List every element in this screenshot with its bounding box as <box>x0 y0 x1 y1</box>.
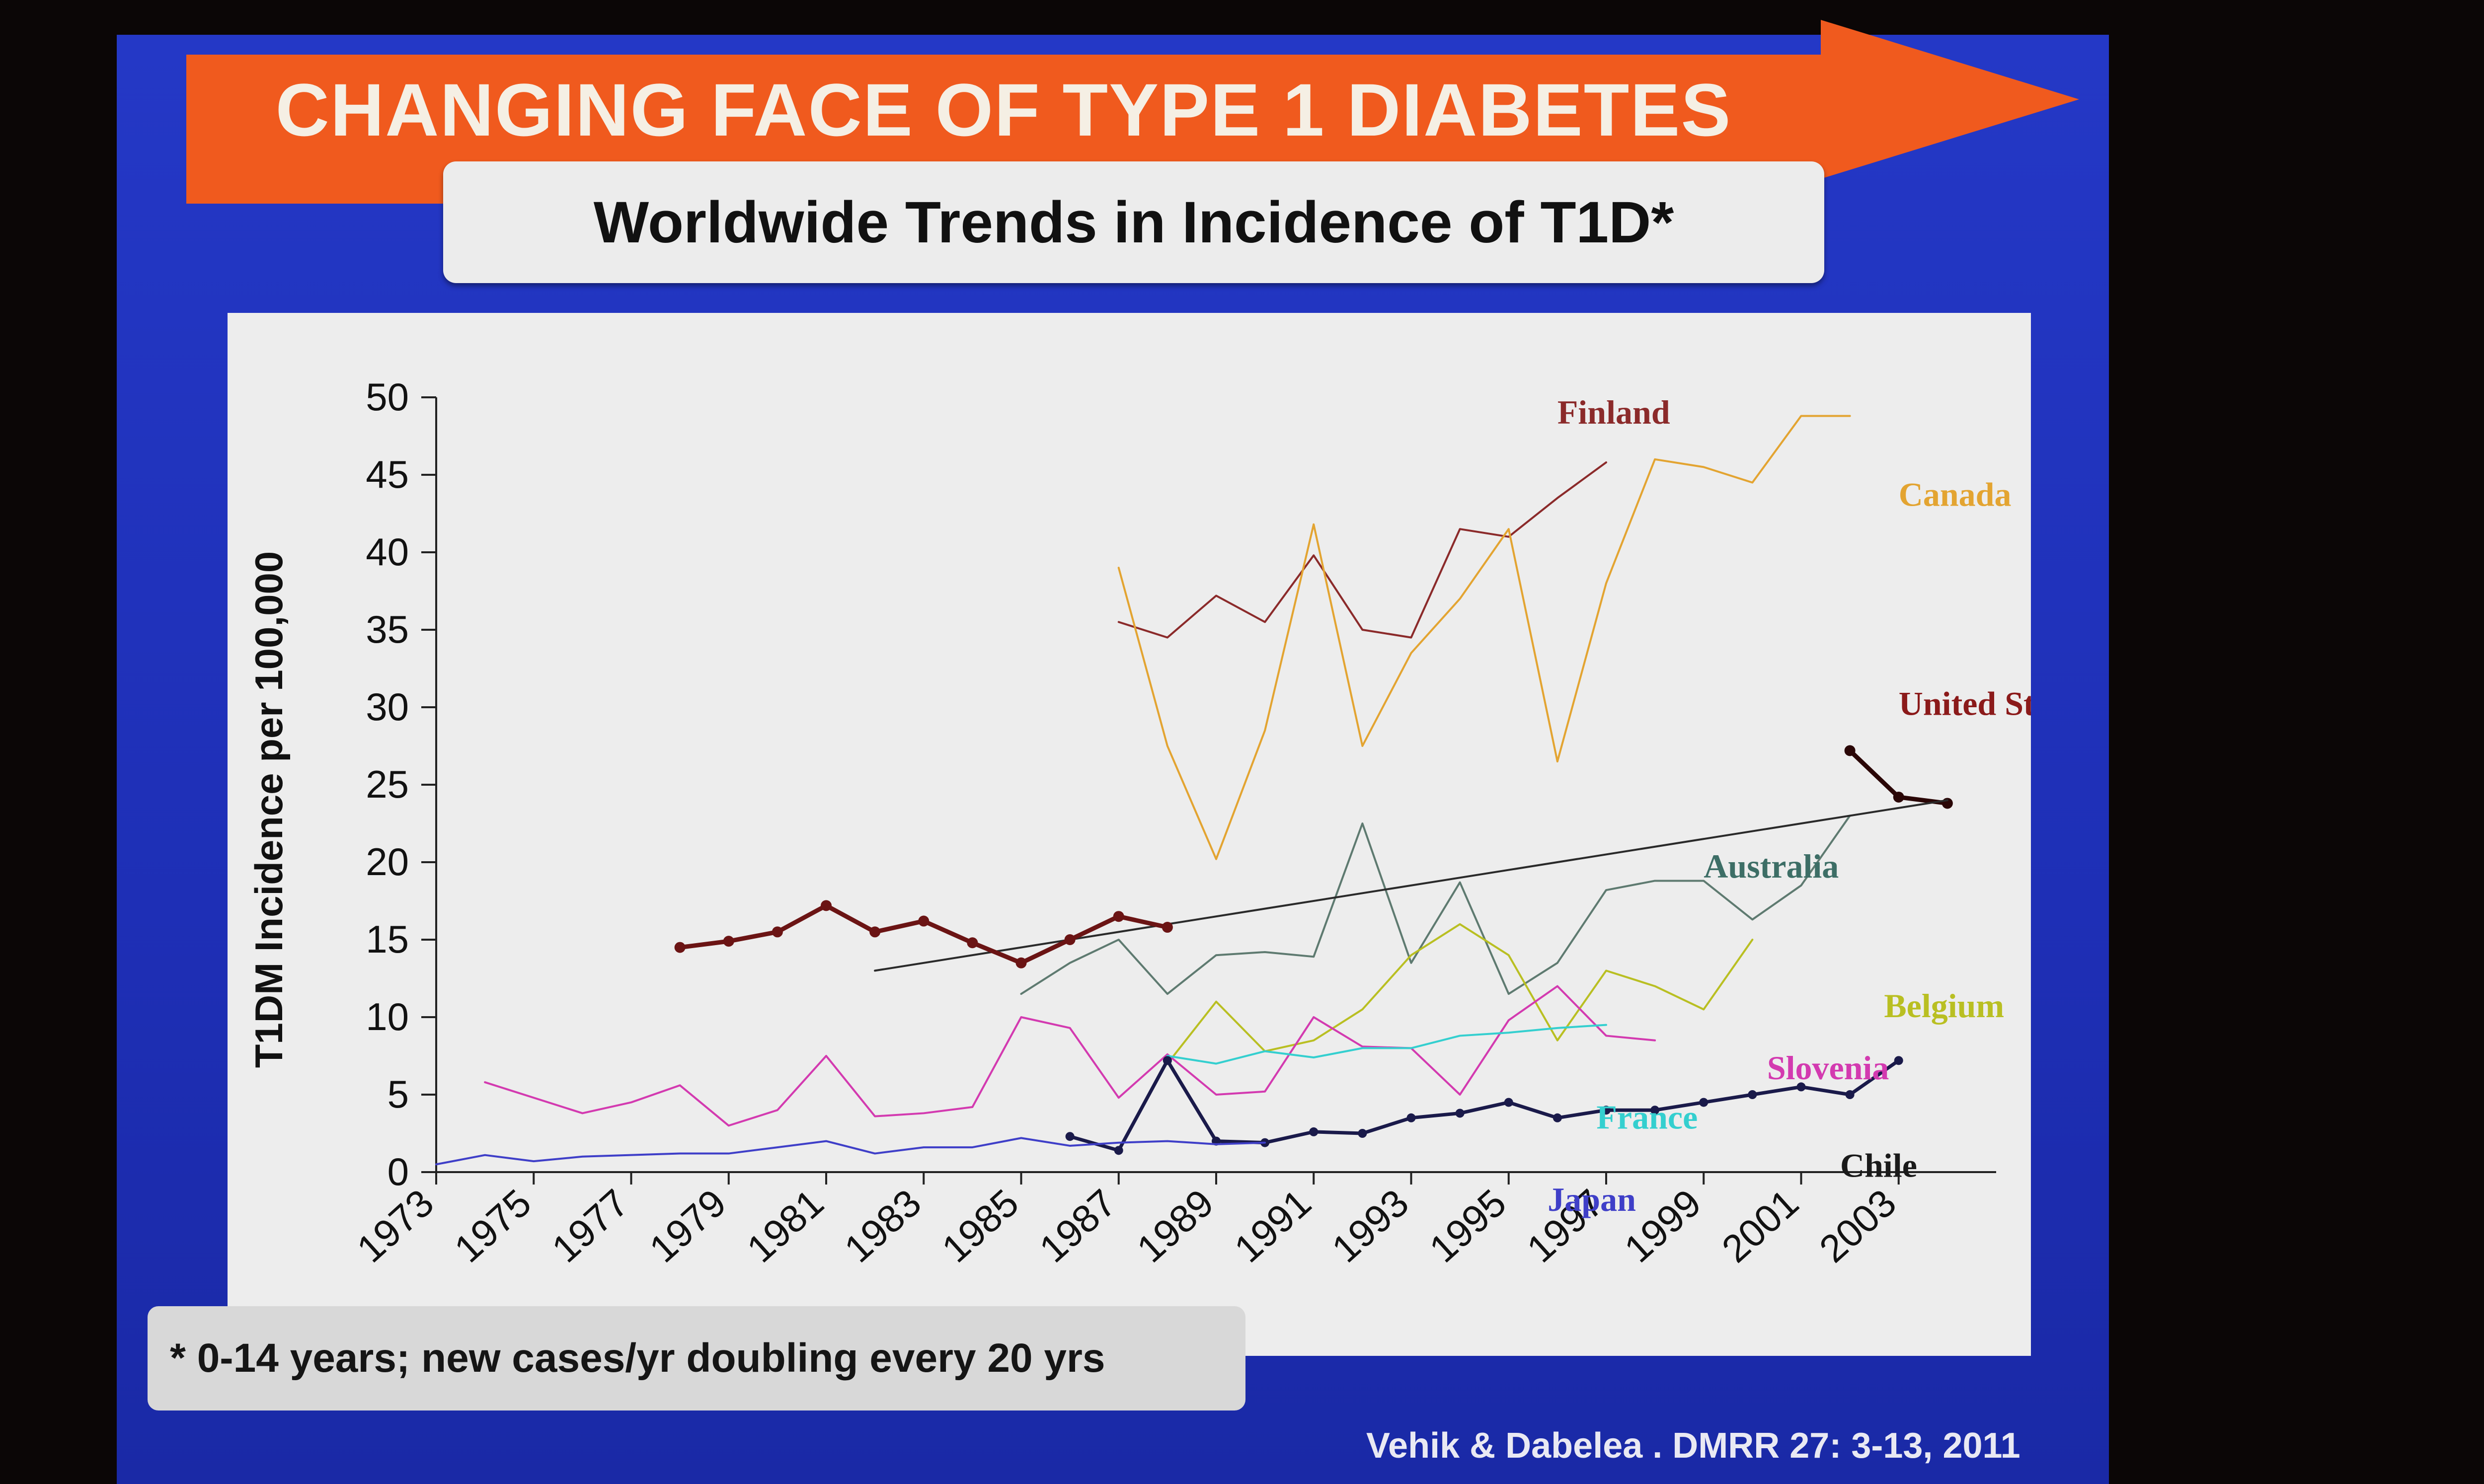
data-point <box>1162 922 1173 933</box>
series-line-trend <box>874 799 1948 972</box>
x-tick-label: 1977 <box>543 1181 637 1271</box>
data-point <box>1504 1098 1513 1107</box>
footnote-box: * 0-14 years; new cases/yr doubling ever… <box>148 1306 1245 1410</box>
x-tick-label: 1985 <box>933 1181 1027 1271</box>
x-tick-label: 1981 <box>739 1181 832 1271</box>
y-tick-label: 30 <box>366 685 409 729</box>
x-tick-label: 1973 <box>349 1181 442 1271</box>
x-tick-label: 1993 <box>1323 1181 1417 1271</box>
y-tick-label: 40 <box>366 530 409 574</box>
data-point <box>1455 1109 1465 1118</box>
footnote-text: * 0-14 years; new cases/yr doubling ever… <box>170 1336 1105 1381</box>
series-line-slovenia <box>484 985 1656 1127</box>
series-line-belgium <box>1166 923 1754 1065</box>
series-label: Canada <box>1899 475 2012 513</box>
y-tick-label: 20 <box>366 840 409 884</box>
x-tick-label: 1975 <box>446 1181 540 1271</box>
y-tick-label: 10 <box>366 995 409 1039</box>
data-point <box>1358 1129 1367 1138</box>
slide-subtitle: Worldwide Trends in Incidence of T1D* <box>593 189 1674 255</box>
series-label: Slovenia <box>1767 1049 1889 1087</box>
x-tick-label: 1987 <box>1031 1181 1124 1271</box>
series-label: Australia <box>1704 847 1839 885</box>
data-point <box>1015 957 1027 968</box>
series-line-finland <box>1117 461 1607 639</box>
y-tick-label: 50 <box>366 375 409 419</box>
x-tick-label: 1995 <box>1421 1181 1514 1271</box>
data-point <box>967 937 978 949</box>
data-point <box>1064 934 1076 945</box>
data-point <box>1163 1056 1172 1065</box>
y-tick-label: 15 <box>366 917 409 961</box>
series-label: Japan <box>1548 1181 1636 1218</box>
x-tick-label: 1979 <box>641 1181 734 1271</box>
x-tick-label: 1991 <box>1226 1181 1320 1271</box>
x-tick-label: 1989 <box>1129 1181 1222 1271</box>
data-point <box>1650 1106 1660 1115</box>
data-point <box>674 942 686 953</box>
series-line-france <box>1166 1024 1607 1065</box>
subtitle-box: Worldwide Trends in Incidence of T1D* <box>443 161 1824 283</box>
data-point <box>1893 791 1904 803</box>
series-label: Chile <box>1840 1146 1917 1184</box>
citation-text: Vehik & Dabelea . DMRR 27: 3-13, 2011 <box>1366 1426 2020 1466</box>
data-point <box>723 936 734 947</box>
data-point <box>1748 1090 1757 1099</box>
y-tick-label: 0 <box>388 1150 409 1193</box>
data-point <box>772 926 783 938</box>
y-tick-label: 35 <box>366 607 409 651</box>
data-point <box>1602 1106 1611 1115</box>
data-point <box>869 926 881 938</box>
data-point <box>1114 1146 1123 1155</box>
data-point <box>1065 1132 1075 1141</box>
series-line-chile <box>1068 1058 1901 1152</box>
y-axis-label: T1DM Incidence per 100,000 <box>247 551 291 1068</box>
data-point <box>1845 1090 1855 1099</box>
data-point <box>1552 1113 1562 1122</box>
data-point <box>1113 911 1124 922</box>
data-point <box>918 915 930 927</box>
chart-axes: 0 5 10 15 20 25 30 35 40 45 50 1973 1975 1977 1979 1981… <box>349 375 1996 1271</box>
data-point <box>1796 1082 1806 1092</box>
data-point <box>821 900 832 911</box>
x-tick-label: 2001 <box>1713 1181 1807 1271</box>
data-point <box>1406 1113 1416 1122</box>
y-tick-label: 5 <box>388 1072 409 1116</box>
series-line-unlabeled-dark-red <box>678 903 1170 965</box>
data-point <box>1699 1098 1708 1107</box>
series-labels-layer: Finland Canada United States Australia Belgi… <box>1548 393 2031 1218</box>
series-line-japan <box>435 1137 1266 1166</box>
series-line-australia <box>1020 815 1851 995</box>
series-label: United States <box>1899 685 2031 723</box>
y-tick-label: 45 <box>366 452 409 496</box>
x-tick-label: 2003 <box>1811 1181 1904 1271</box>
banner-arrow-shape <box>1821 20 2079 179</box>
slide-title: CHANGING FACE OF TYPE 1 DIABETES <box>275 68 1732 151</box>
data-point <box>1844 745 1856 756</box>
y-tick-label: 25 <box>366 762 409 806</box>
x-tick-label: 1983 <box>836 1181 930 1271</box>
data-point <box>1894 1056 1903 1065</box>
incidence-line-chart: 0 5 10 15 20 25 30 35 40 45 50 1973 1975 1977 1979 1981… <box>247 375 2031 1271</box>
series-line-canada <box>1117 415 1851 860</box>
chart-panel: 0 5 10 15 20 25 30 35 40 45 50 1973 1975 1977 1979 1981… <box>228 313 2031 1356</box>
series-label: France <box>1596 1099 1698 1136</box>
series-label: Finland <box>1557 393 1670 431</box>
series-layer <box>435 415 1953 1166</box>
series-label: Belgium <box>1884 987 2004 1025</box>
data-point <box>1309 1127 1319 1136</box>
